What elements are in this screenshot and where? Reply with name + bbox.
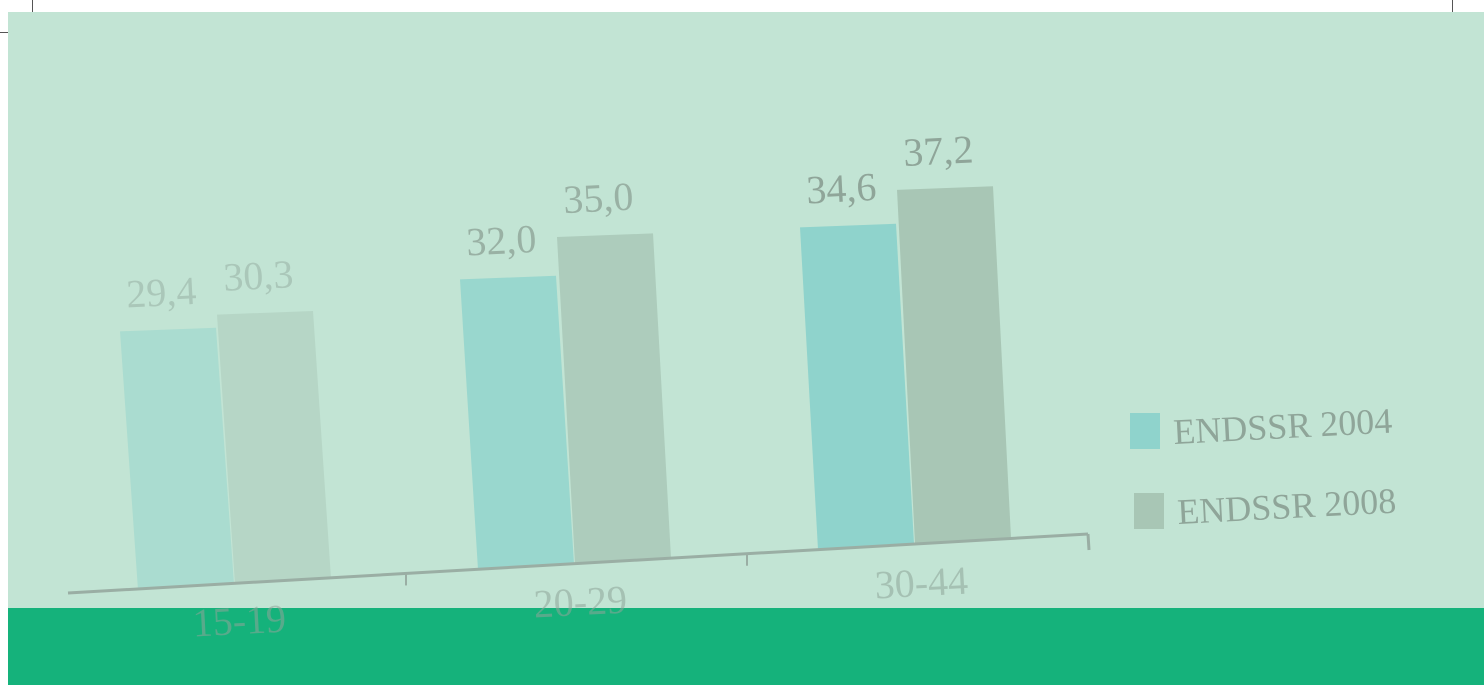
value-label-endssr-2004-30-44: 34,6: [805, 164, 877, 213]
value-label-endssr-2008-15-19: 30,3: [222, 251, 294, 300]
crop-mark-top-right: [1452, 0, 1453, 18]
bar-endssr-2004-30-44: [800, 223, 914, 550]
value-label-endssr-2004-15-19: 29,4: [125, 268, 197, 317]
bar-endssr-2004-15-19: [120, 327, 234, 590]
bar-endssr-2008-30-44: [897, 186, 1011, 544]
chart-panel: 29,4 30,3 32,0 35,0 34,6 37,2 ENDSSR 2004 ENDS…: [8, 12, 1484, 685]
bar-chart: 29,4 30,3 32,0 35,0 34,6 37,2 ENDSSR 2004 ENDS…: [67, 126, 1397, 595]
legend-swatch-endssr-2004: [1130, 413, 1160, 449]
bar-endssr-2008-20-29: [557, 233, 671, 564]
legend-swatch-endssr-2008: [1134, 493, 1164, 529]
bar-endssr-2008-15-19: [217, 310, 331, 585]
crop-mark-top-left: [32, 0, 33, 18]
value-label-endssr-2008-20-29: 35,0: [562, 174, 634, 223]
value-label-endssr-2004-20-29: 32,0: [465, 216, 537, 265]
x-axis-end-tick: [1086, 533, 1091, 551]
footer-band: [8, 608, 1484, 685]
bar-endssr-2004-20-29: [460, 275, 574, 570]
legend-label-endssr-2008: ENDSSR 2008: [1176, 481, 1397, 532]
legend-label-endssr-2004: ENDSSR 2004: [1172, 401, 1393, 452]
x-axis-line: [67, 532, 1089, 595]
value-label-endssr-2008-30-44: 37,2: [902, 126, 974, 175]
